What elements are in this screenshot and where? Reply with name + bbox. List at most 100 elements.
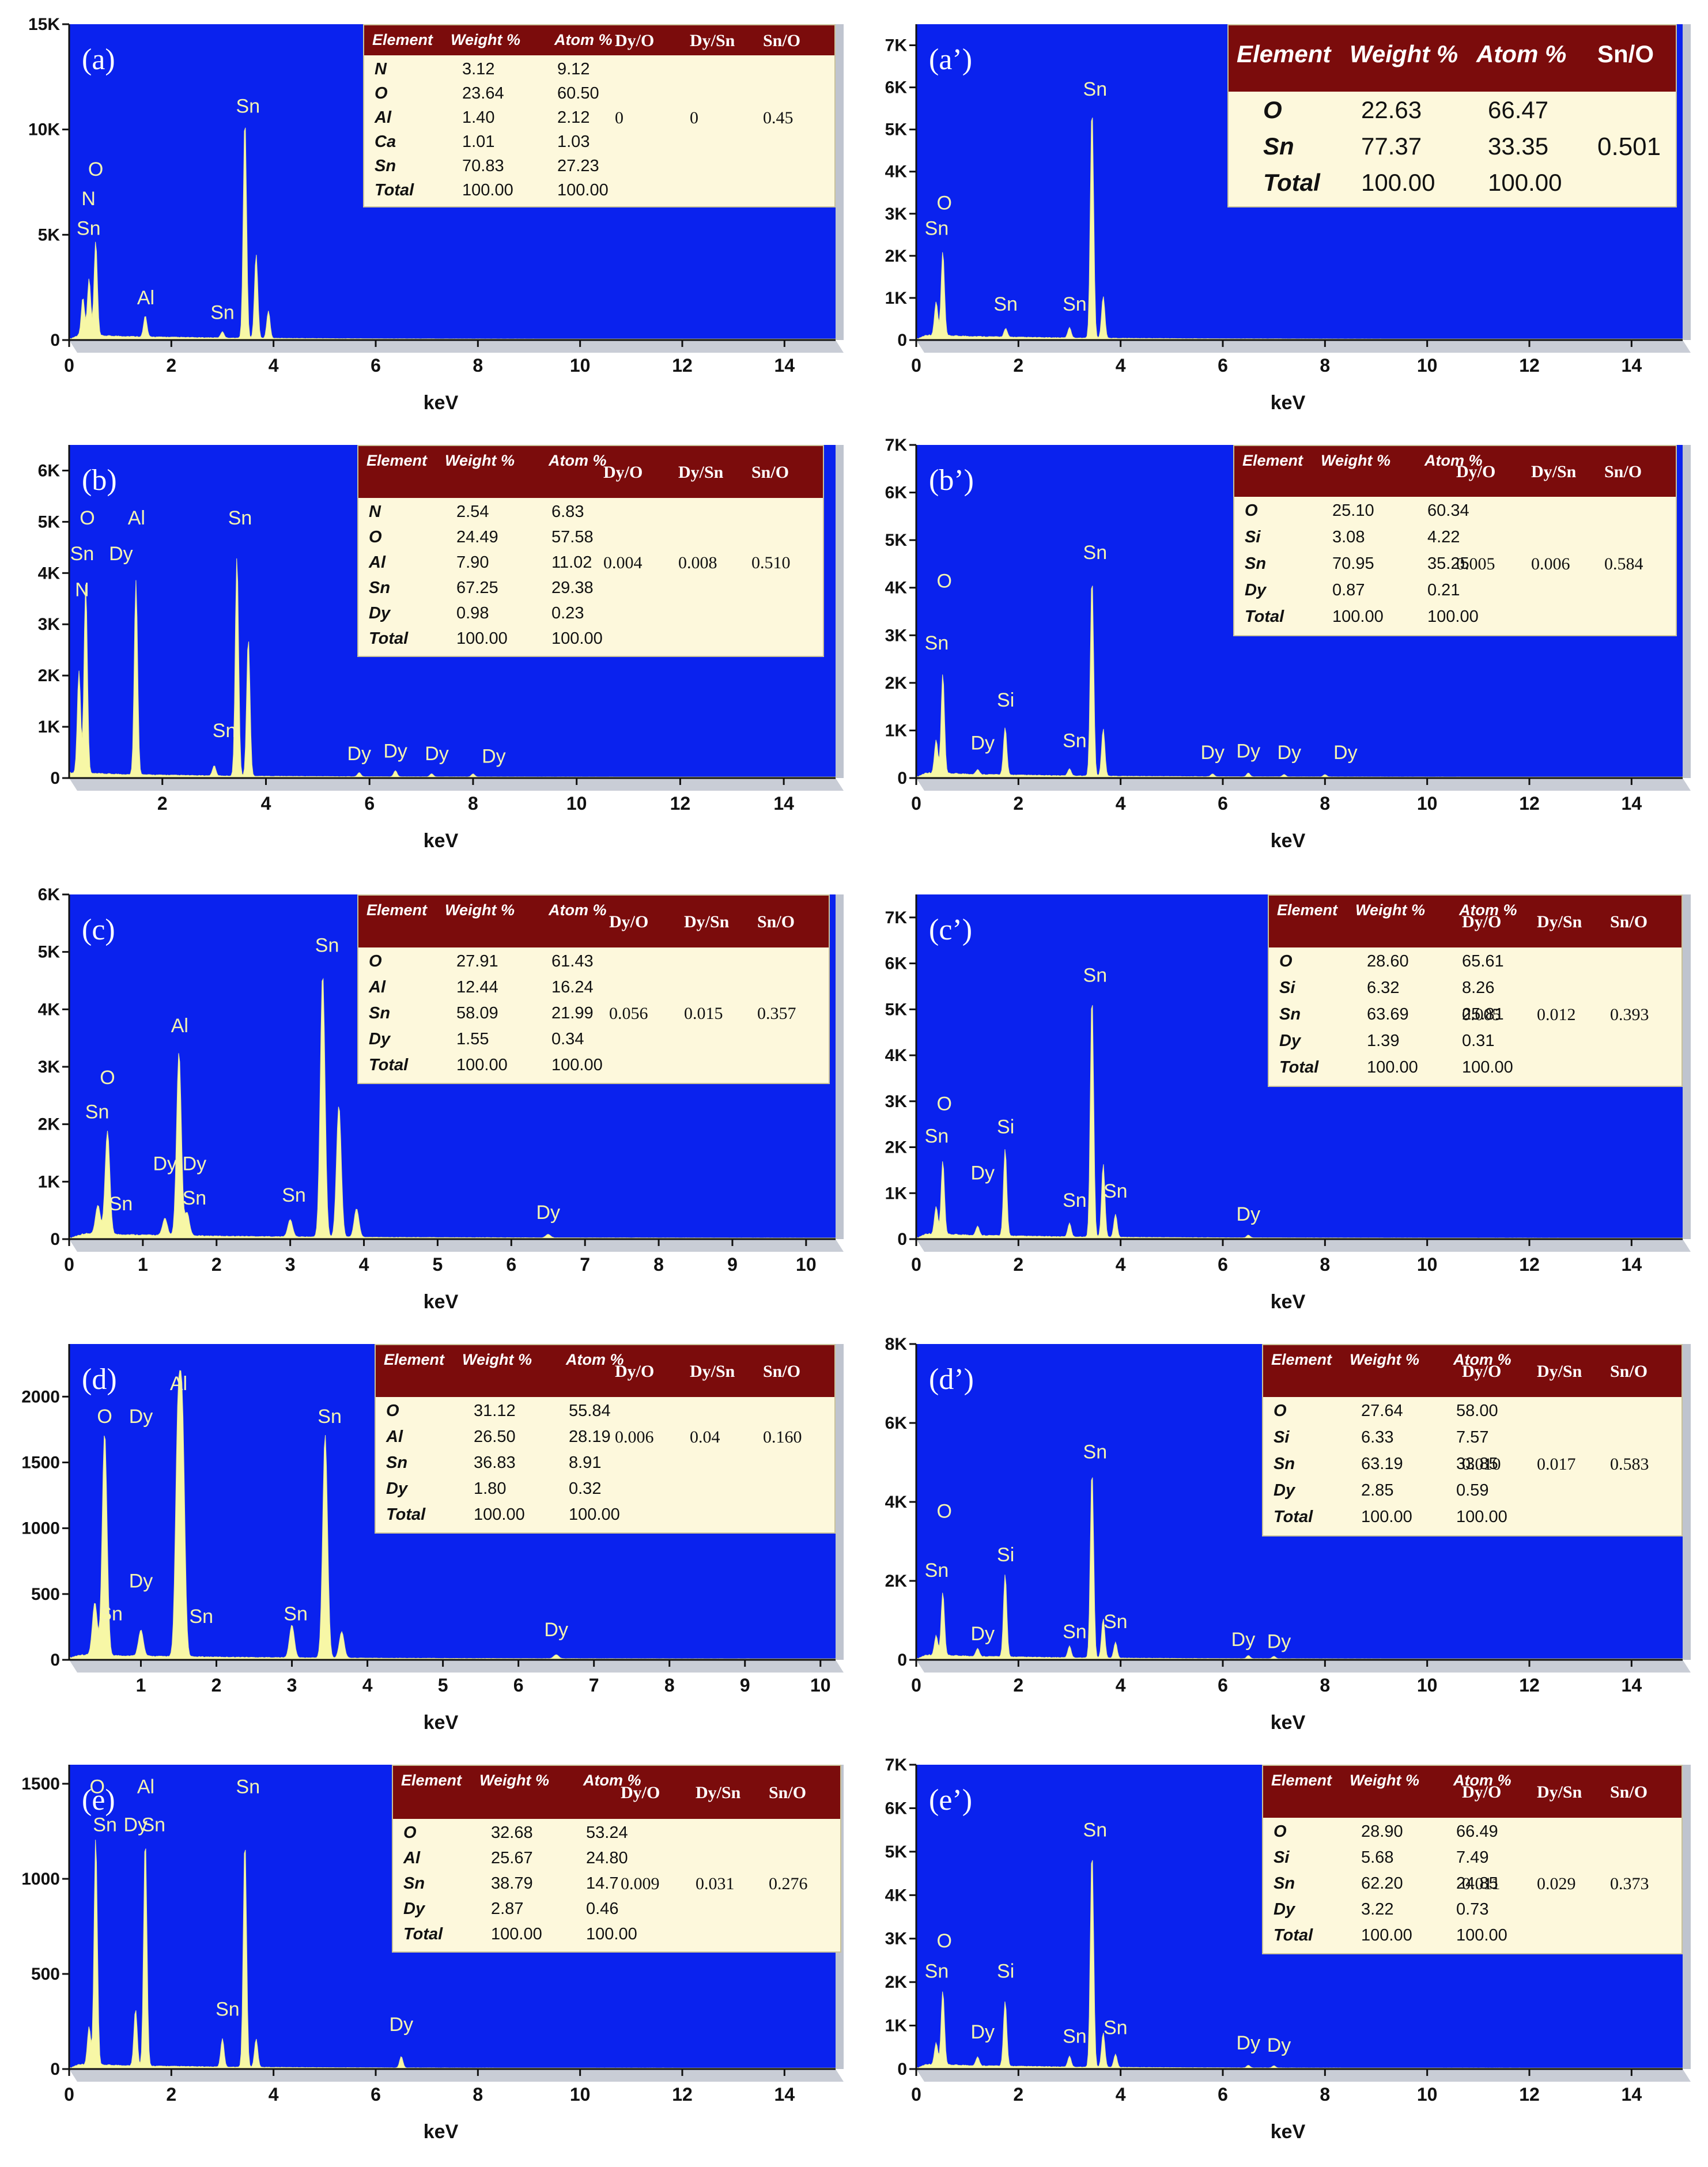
peak-label: Sn [93, 1814, 117, 1836]
peak-label: Si [997, 1961, 1014, 1983]
y-tick-label: 0 [897, 2060, 907, 2079]
ratio-header-cell: Dy/O [1456, 462, 1496, 481]
ratio-header-cell: Dy/O [621, 1783, 660, 1802]
peak-label: Dy [153, 1153, 177, 1175]
peak-label: Sn [1083, 1441, 1108, 1463]
y-tick-label: 5K [885, 120, 908, 139]
peak-label: Dy [1237, 2032, 1261, 2054]
table-value-cell: 6.83 [551, 503, 584, 521]
table-value-cell: 33.85 [1456, 1455, 1498, 1473]
plot-side [1683, 445, 1691, 778]
y-tick-label: 2K [885, 1138, 908, 1157]
peak-label: Sn [318, 1406, 342, 1428]
ratio-value-cell: 0.510 [751, 553, 791, 572]
eds-panel-8: 0 2K 4K 6K 8K 0 2 4 6 8 10 12 14 keV (d’) O Sn Dy Si Sn Sn Sn… [870, 1335, 1691, 1746]
x-tick-label: 12 [1519, 793, 1540, 814]
table-element-cell: Al [375, 108, 391, 127]
y-tick-label: 6K [885, 78, 908, 97]
table-header-cell: Weight % [445, 452, 515, 469]
y-tick-label: 5K [38, 225, 61, 244]
table-value-cell: 25.81 [1462, 1005, 1504, 1024]
table-value-cell: 100.00 [1361, 169, 1435, 196]
y-tick-label: 6K [38, 885, 61, 904]
table-value-cell: 31.12 [474, 1402, 516, 1420]
ratio-value-cell: 0.006 [1531, 554, 1570, 573]
table-value-cell: 77.37 [1361, 133, 1422, 160]
y-tick-label: 1K [885, 289, 908, 308]
table-value-cell: 1.39 [1367, 1032, 1400, 1050]
table-header-cell: Weight % [462, 1351, 532, 1368]
table-value-cell: 67.25 [456, 579, 498, 597]
table-value-cell: 70.95 [1332, 554, 1374, 573]
peak-label: Dy [383, 740, 407, 762]
y-tick-label: 4K [885, 1046, 908, 1065]
table-header [1263, 1345, 1681, 1397]
table-header-cell: Atom % [554, 31, 613, 48]
table-value-cell: 53.24 [586, 1824, 628, 1842]
peak-label: O [937, 1093, 952, 1115]
y-tick-label: 500 [31, 1585, 60, 1604]
table-element-cell: Total [1279, 1058, 1319, 1077]
table-value-cell: 4.22 [1427, 528, 1460, 546]
peak-label: Sn [1104, 2017, 1128, 2039]
plot-floor [69, 340, 844, 353]
plot-side [1683, 1765, 1691, 2069]
composition-table: Element Weight % Atom % Sn/O O 22.63 66.47 Sn 77… [1227, 24, 1677, 207]
x-tick-label: 4 [359, 1254, 369, 1275]
panel-label: (e) [82, 1784, 115, 1817]
x-tick-label: 10 [810, 1675, 831, 1696]
table-value-cell: 3.08 [1332, 528, 1365, 546]
y-tick-label: 4K [885, 1493, 908, 1512]
x-tick-label: 14 [1622, 1675, 1642, 1696]
table-value-cell: 100.00 [1367, 1058, 1418, 1077]
table-value-cell: 32.68 [491, 1824, 533, 1842]
table-header [364, 25, 834, 55]
x-tick-label: 10 [570, 355, 591, 376]
x-tick-label: 12 [1519, 355, 1540, 376]
eds-panel-3: 0 1K 2K 3K 4K 5K 6K 2 4 6 8 10 12 14 keV (b) O Sn N Al Dy Sn S… [23, 438, 844, 864]
y-tick-label: 3K [885, 1092, 908, 1111]
table-value-cell: 100.00 [551, 1056, 603, 1074]
x-tick-label: 2 [211, 1254, 222, 1275]
x-tick-label: 14 [1622, 793, 1642, 814]
y-tick-label: 6K [885, 954, 908, 973]
table-value-cell: 35.25 [1427, 554, 1469, 573]
y-tick-label: 2K [38, 666, 61, 685]
plot-side [1683, 894, 1691, 1239]
y-tick-label: 5K [885, 531, 908, 550]
y-tick-label: 0 [50, 769, 60, 788]
peak-label: Sn [925, 1560, 949, 1581]
x-tick-label: 4 [1116, 1254, 1126, 1275]
x-tick-label: 9 [740, 1675, 750, 1696]
table-header-cell: Atom % [1453, 1351, 1511, 1368]
y-tick-label: 1000 [21, 1519, 60, 1538]
table-header [1229, 25, 1676, 92]
x-tick-label: 10 [1417, 2084, 1438, 2105]
x-axis-label: keV [424, 2121, 459, 2143]
table-value-cell: 23.64 [462, 84, 504, 103]
ratio-header-cell: Sn/O [751, 462, 789, 482]
table-element-cell: O [1279, 952, 1293, 971]
table-element-cell: O [1274, 1822, 1287, 1841]
table-element-cell: Dy [369, 1030, 391, 1048]
peak-label: Dy [123, 1814, 148, 1836]
x-tick-label: 4 [362, 1675, 373, 1696]
ratio-value-cell: 0.583 [1610, 1455, 1649, 1474]
table-value-cell: 60.34 [1427, 501, 1469, 520]
table-value-cell: 14.7 [586, 1874, 619, 1893]
table-value-cell: 100.00 [1488, 169, 1562, 196]
table-header-cell: Sn/O [1597, 40, 1654, 67]
x-tick-label: 1 [138, 1254, 148, 1275]
panel-label: (d) [82, 1363, 117, 1396]
plot-side [836, 894, 844, 1239]
table-value-cell: 100.00 [474, 1505, 525, 1524]
y-tick-label: 7K [885, 908, 908, 927]
eds-panel-1: 0 5K 10K 15K 0 2 4 6 8 10 12 14 keV (a) O N Sn Al Sn Sn Elem… [23, 15, 844, 426]
x-tick-label: 8 [468, 793, 478, 814]
table-header-cell: Atom % [1453, 1772, 1511, 1789]
table-value-cell: 1.55 [456, 1030, 489, 1048]
x-tick-label: 10 [1417, 355, 1438, 376]
table-value-cell: 25.67 [491, 1849, 533, 1867]
ratio-header-cell: Dy/O [615, 1361, 655, 1381]
table-value-cell: 0.98 [456, 604, 489, 622]
